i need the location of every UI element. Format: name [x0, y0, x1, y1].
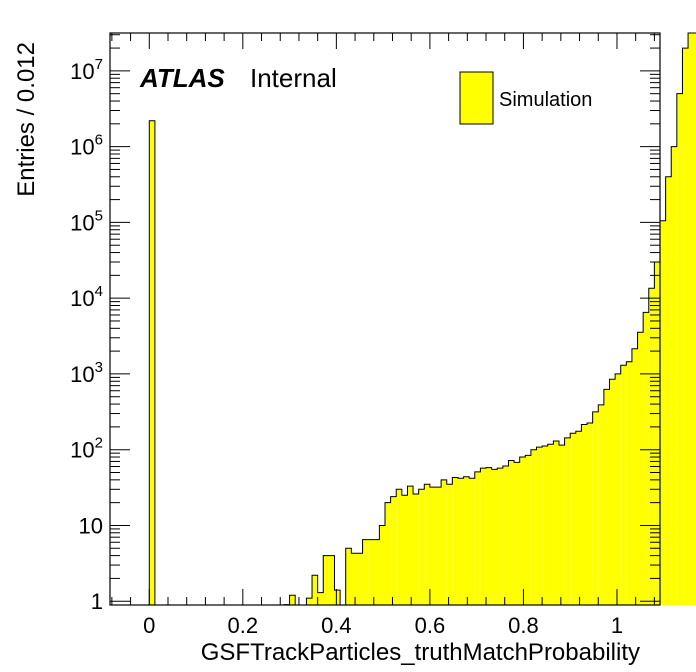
histogram-bin: [615, 373, 621, 605]
histogram-bin: [502, 465, 509, 605]
histogram-bin: [469, 478, 475, 605]
y-tick-label: 1: [91, 589, 103, 614]
histogram-bin: [637, 332, 644, 605]
histogram-bin: [654, 262, 660, 605]
x-tick-label: 0.6: [415, 613, 446, 638]
legend-entry-simulation: Simulation: [499, 89, 592, 111]
histogram-bin: [379, 525, 385, 605]
histogram-bin: [587, 423, 593, 605]
histogram-bin: [547, 444, 554, 605]
internal-label: Internal: [250, 63, 337, 93]
y-tick-label: 105: [70, 207, 103, 235]
histogram-bin: [688, 33, 694, 605]
x-axis-ticks: 0 0.2 0.4 0.6 0.8 1: [111, 33, 655, 638]
histogram-bin: [620, 365, 627, 605]
histogram-bin: [149, 120, 155, 606]
histogram-bin: [368, 539, 374, 605]
histogram-bin: [334, 590, 341, 605]
histogram-bin: [362, 539, 369, 605]
histogram-bin: [491, 469, 498, 605]
histogram-bin: [631, 348, 638, 605]
y-tick-label: 10: [79, 513, 103, 538]
x-tick-label: 0: [143, 613, 155, 638]
histogram-bin: [648, 288, 655, 605]
histogram-bin: [558, 445, 565, 605]
histogram-bin: [525, 455, 531, 605]
histogram-bin: [581, 424, 588, 605]
histogram-bin: [356, 553, 363, 605]
histogram-outline: [143, 32, 696, 606]
histogram-bin: [452, 477, 458, 605]
x-tick-label: 0.2: [228, 613, 259, 638]
histogram-bin: [407, 486, 414, 605]
histogram-bin: [418, 489, 425, 605]
histogram-bin: [457, 478, 464, 605]
histogram-bars: [143, 32, 696, 606]
histogram-bin: [480, 468, 487, 605]
legend-swatch: [459, 71, 494, 125]
histogram-bin: [682, 48, 689, 606]
histogram-bin: [693, 33, 696, 605]
y-tick-label: 104: [70, 283, 103, 311]
histogram-bin: [306, 598, 313, 605]
histogram-bin: [592, 411, 599, 605]
histogram-bin: [643, 312, 649, 605]
histogram-bin: [413, 494, 419, 605]
x-axis-label: GSFTrackParticles_truthMatchProbability: [201, 639, 640, 666]
histogram-bin: [385, 502, 391, 605]
x-tick-label: 0.4: [321, 613, 352, 638]
histogram-bin: [328, 555, 335, 605]
y-tick-label: 107: [70, 56, 103, 84]
y-tick-label: 106: [70, 132, 103, 160]
histogram-bin: [424, 484, 430, 605]
histogram-bin: [497, 468, 503, 605]
histogram-bin: [660, 220, 666, 605]
histogram-bin: [519, 457, 526, 605]
atlas-label: ATLAS: [139, 63, 225, 93]
histogram-bin: [441, 479, 447, 605]
x-tick-label: 1: [611, 613, 623, 638]
histogram-bin: [564, 437, 571, 605]
histogram-bin: [345, 548, 352, 605]
histogram-bin: [446, 484, 453, 605]
histogram-bin: [323, 555, 329, 605]
histogram-bin: [575, 431, 582, 605]
histogram-bin: [603, 389, 610, 605]
histogram-bin: [514, 462, 520, 605]
histogram-bin: [289, 595, 296, 605]
histogram-bin: [530, 449, 537, 605]
y-tick-label: 102: [70, 435, 103, 463]
histogram-bin: [429, 487, 436, 605]
histogram-bin: [396, 489, 402, 605]
y-axis-ticks: 1 10 102 103 104 105 106 107: [70, 34, 660, 614]
histogram-bin: [665, 176, 672, 605]
histogram-bin: [486, 467, 492, 605]
histogram-bin: [390, 496, 397, 605]
x-tick-label: 0.8: [508, 613, 539, 638]
histogram-bin: [474, 471, 481, 605]
histogram-bin: [463, 476, 470, 605]
y-tick-label: 103: [70, 359, 103, 387]
histogram-bin: [542, 445, 548, 605]
histogram-bin: [609, 379, 616, 605]
histogram-bin: [553, 441, 559, 605]
y-axis-label: Entries / 0.012: [13, 42, 40, 197]
histogram-bin: [598, 404, 604, 605]
histogram-bin: [676, 93, 683, 605]
histogram-bin: [312, 575, 318, 605]
histogram-bin: [508, 460, 515, 605]
histogram-bin: [373, 539, 380, 605]
histogram-bin: [401, 495, 408, 605]
histogram-bin: [351, 553, 357, 605]
histogram-bin: [536, 447, 543, 605]
histogram-bin: [570, 433, 576, 605]
plot-frame: [109, 32, 661, 606]
histogram-bin: [435, 487, 442, 605]
histogram-bin: [626, 361, 632, 605]
histogram-bin: [671, 146, 677, 605]
histogram-bin: [317, 592, 324, 605]
